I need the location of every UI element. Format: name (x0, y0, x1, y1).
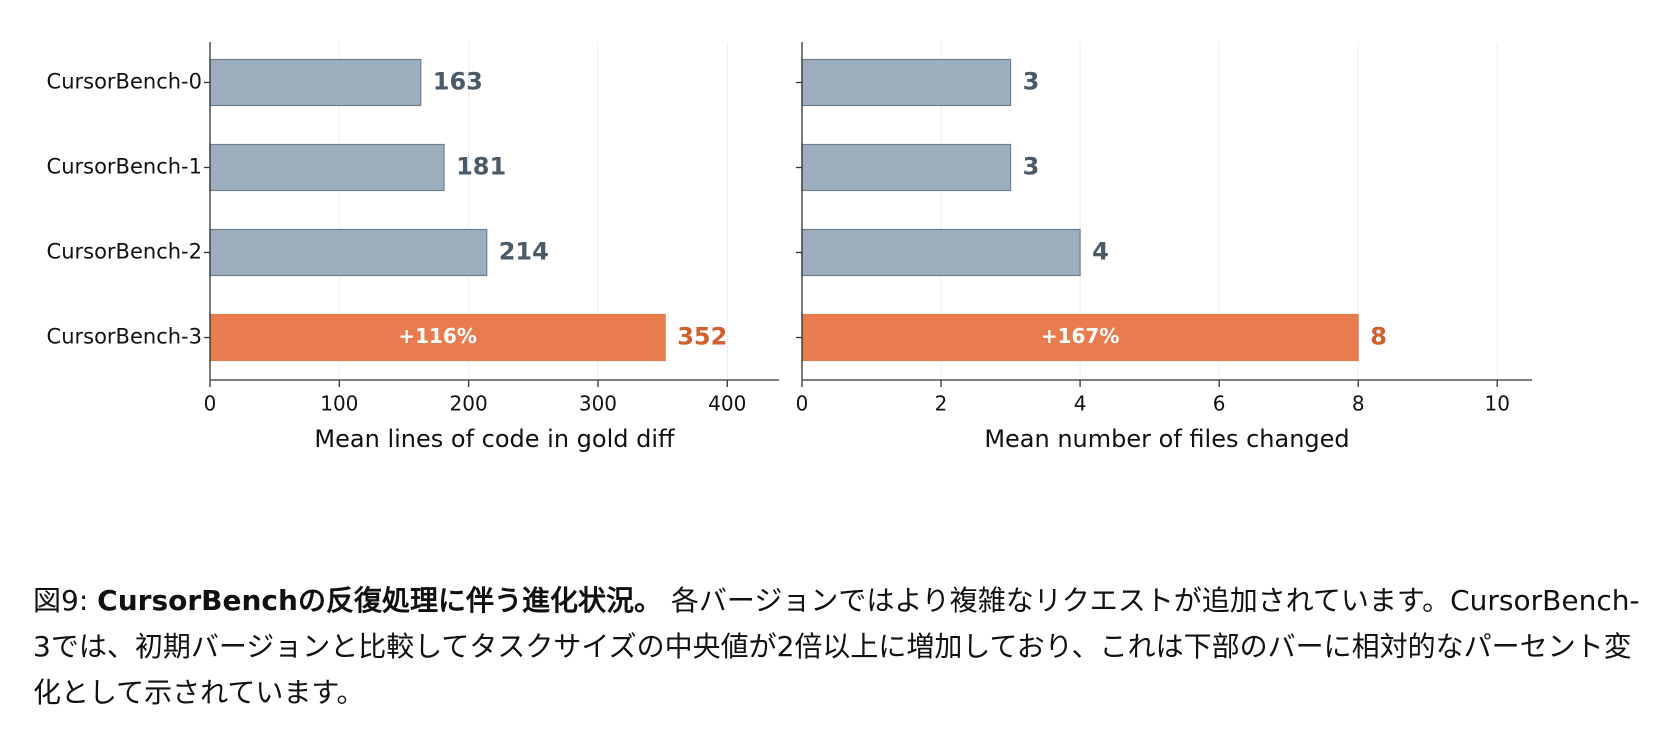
value-label: 3 (1023, 68, 1040, 96)
x-tick-label: 6 (1213, 392, 1226, 416)
y-tick-label: CursorBench-3 (47, 325, 202, 349)
x-tick-label: 400 (708, 392, 746, 416)
caption-text: 各バージョンではより複雑なリクエストが追加されています。CursorBench-… (33, 584, 1640, 709)
bar (801, 58, 1012, 107)
y-tick-label: CursorBench-1 (47, 155, 202, 179)
caption: 図9: CursorBenchの反復処理に伴う進化状況。 各バージョンではより複… (33, 578, 1643, 716)
y-tick-label: CursorBench-2 (47, 240, 202, 264)
value-label: 3 (1023, 153, 1040, 181)
bar (209, 143, 445, 192)
bar (209, 228, 488, 277)
x-tick-label: 100 (320, 392, 358, 416)
bar (801, 143, 1012, 192)
x-axis-label: Mean number of files changed (984, 425, 1349, 453)
bar (801, 313, 1359, 362)
bar (209, 58, 422, 107)
caption-label: 図9: (33, 584, 89, 617)
y-tick-label: CursorBench-0 (47, 70, 202, 94)
x-tick-label: 8 (1352, 392, 1365, 416)
value-label: 181 (456, 153, 506, 181)
x-tick-label: 300 (579, 392, 617, 416)
value-label: 163 (433, 68, 483, 96)
caption-title: CursorBenchの反復処理に伴う進化状況。 (97, 584, 662, 617)
x-tick-label: 4 (1074, 392, 1087, 416)
value-label: 352 (677, 323, 727, 351)
x-axis-label: Mean lines of code in gold diff (314, 425, 675, 453)
x-tick-label: 0 (204, 392, 217, 416)
value-label: 8 (1370, 323, 1387, 351)
bar-annotation: +167% (1041, 324, 1120, 348)
value-label: 214 (499, 238, 549, 266)
x-tick-label: 0 (796, 392, 809, 416)
x-tick-label: 10 (1485, 392, 1510, 416)
bar-annotation: +116% (398, 324, 477, 348)
x-tick-label: 200 (450, 392, 488, 416)
x-tick-label: 2 (935, 392, 948, 416)
bar (209, 313, 666, 362)
value-label: 4 (1092, 238, 1109, 266)
bar (801, 228, 1081, 277)
